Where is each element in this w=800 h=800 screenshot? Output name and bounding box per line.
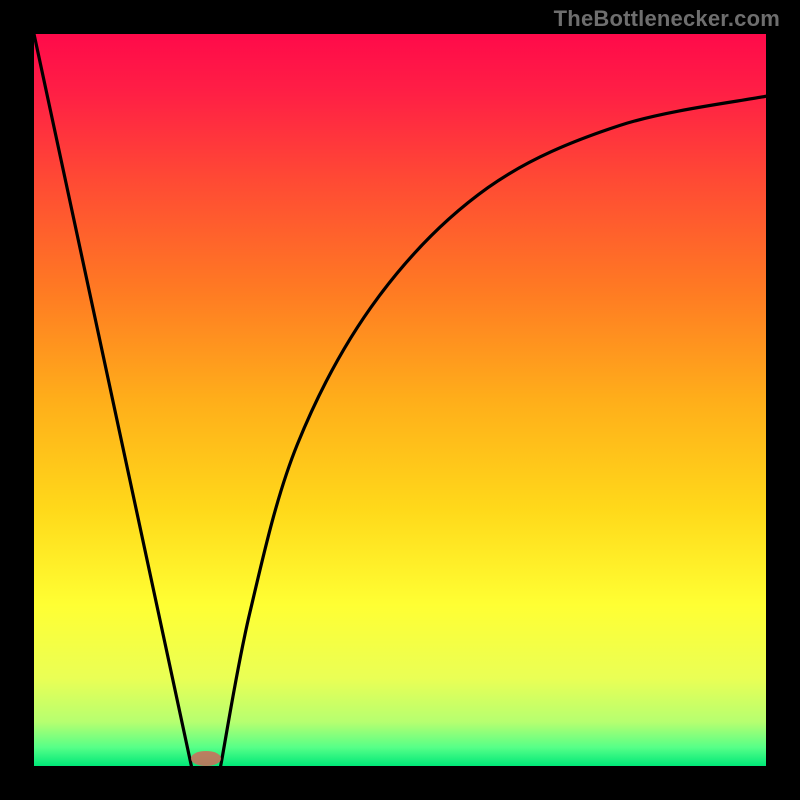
result-marker bbox=[191, 751, 222, 766]
bottleneck-curve bbox=[34, 34, 766, 766]
plot-area bbox=[34, 34, 766, 766]
watermark-text: TheBottlenecker.com bbox=[554, 6, 780, 32]
